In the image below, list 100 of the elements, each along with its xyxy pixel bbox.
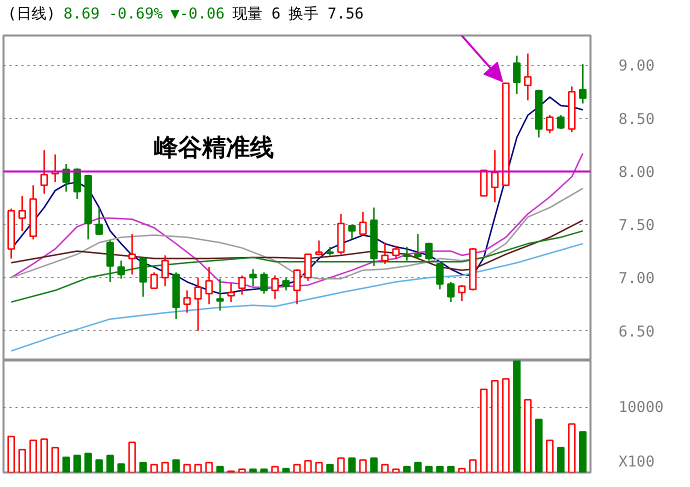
bar bbox=[183, 464, 191, 472]
candlestick bbox=[425, 242, 433, 262]
bar bbox=[271, 466, 279, 472]
bar bbox=[95, 459, 103, 472]
candlestick bbox=[293, 268, 301, 305]
candlestick bbox=[205, 266, 213, 305]
y-tick-label: 9.00 bbox=[618, 56, 655, 75]
candlestick bbox=[40, 149, 48, 194]
candlestick bbox=[392, 245, 400, 260]
candlestick bbox=[139, 256, 147, 298]
candlestick bbox=[150, 272, 158, 290]
bar bbox=[546, 440, 554, 472]
bar bbox=[18, 448, 26, 472]
bar bbox=[40, 438, 48, 472]
bar bbox=[128, 442, 136, 472]
bar bbox=[392, 468, 400, 472]
bar bbox=[502, 378, 510, 472]
bar bbox=[480, 388, 488, 472]
bar bbox=[337, 457, 345, 472]
candlestick bbox=[73, 168, 81, 200]
candlestick bbox=[18, 195, 26, 232]
y-tick-label: 7.00 bbox=[618, 269, 655, 288]
bar bbox=[491, 380, 499, 472]
bar bbox=[524, 399, 532, 472]
bar bbox=[381, 464, 389, 472]
bar bbox=[73, 454, 81, 472]
candlestick bbox=[183, 290, 191, 314]
bar bbox=[29, 440, 37, 472]
y-tick-label: 8.00 bbox=[618, 162, 655, 181]
candlestick bbox=[106, 240, 114, 283]
candlestick bbox=[546, 114, 554, 134]
bar bbox=[425, 466, 433, 472]
candlestick bbox=[117, 260, 125, 280]
candlestick bbox=[238, 274, 246, 296]
candlestick bbox=[227, 282, 235, 303]
candlestick bbox=[414, 233, 422, 260]
candlestick bbox=[315, 240, 323, 256]
candlestick bbox=[513, 54, 521, 95]
bar bbox=[568, 423, 576, 472]
bar bbox=[150, 464, 158, 472]
bar bbox=[194, 464, 202, 472]
candlestick bbox=[161, 254, 169, 287]
bar bbox=[370, 457, 378, 472]
bar bbox=[436, 466, 444, 472]
candlestick bbox=[579, 63, 587, 104]
y-tick-label: 8.50 bbox=[618, 110, 655, 128]
candlestick bbox=[491, 149, 499, 203]
text: 8.69 -0.69% bbox=[64, 4, 163, 22]
bar bbox=[535, 418, 543, 472]
candlestick bbox=[557, 114, 565, 130]
line-series bbox=[10, 242, 584, 352]
line-series bbox=[10, 230, 584, 303]
text: ▼-0.06 bbox=[170, 4, 225, 22]
bar bbox=[51, 446, 59, 472]
bar bbox=[557, 446, 565, 472]
candlestick bbox=[95, 206, 103, 236]
candlestick bbox=[403, 246, 411, 262]
y-tick-label: 10000 bbox=[618, 398, 664, 416]
bar bbox=[172, 459, 180, 472]
candlestick bbox=[436, 262, 444, 290]
candlestick bbox=[359, 211, 367, 236]
candlestick bbox=[216, 278, 224, 312]
bar bbox=[293, 464, 301, 472]
y-tick-label: 7.50 bbox=[618, 216, 655, 234]
bar bbox=[326, 464, 334, 472]
bar bbox=[117, 463, 125, 472]
bar bbox=[579, 431, 587, 472]
text: 现量 6 bbox=[232, 4, 281, 22]
candlestick bbox=[381, 242, 389, 265]
bar bbox=[447, 466, 455, 472]
bar bbox=[205, 462, 213, 472]
bar bbox=[260, 468, 268, 472]
bar bbox=[62, 456, 70, 472]
ref-line-label: 峰谷精准线 bbox=[154, 132, 274, 162]
bar bbox=[315, 462, 323, 472]
bar bbox=[238, 468, 246, 472]
text: 换手 7.56 bbox=[288, 4, 364, 22]
candlestick bbox=[282, 276, 290, 292]
candlestick bbox=[249, 268, 257, 287]
bar bbox=[7, 436, 15, 472]
chart-title: (日线) bbox=[8, 4, 56, 22]
bar bbox=[106, 454, 114, 472]
candlestick bbox=[524, 52, 532, 102]
bar bbox=[414, 462, 422, 472]
bar bbox=[403, 466, 411, 472]
candlestick bbox=[348, 224, 356, 240]
bar bbox=[359, 459, 367, 472]
bar bbox=[84, 452, 92, 472]
bar bbox=[458, 468, 466, 472]
bar bbox=[216, 466, 224, 472]
bar bbox=[249, 468, 257, 472]
bar bbox=[161, 462, 169, 472]
bar bbox=[139, 462, 147, 472]
candlestick bbox=[128, 233, 136, 276]
y-tick-label: 6.50 bbox=[618, 322, 655, 340]
candlestick bbox=[271, 274, 279, 300]
candlestick bbox=[458, 284, 466, 302]
bar bbox=[304, 460, 312, 472]
candlestick bbox=[194, 276, 202, 332]
candlestick bbox=[447, 281, 455, 303]
